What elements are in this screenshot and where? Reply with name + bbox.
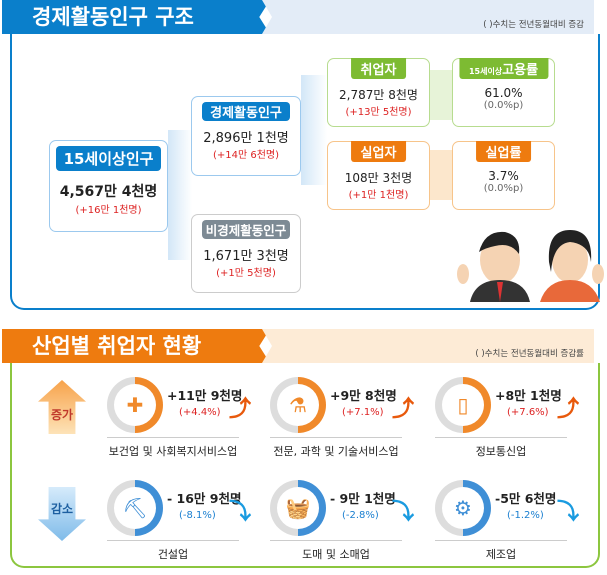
- characters-illustration: [457, 230, 604, 302]
- industry-value: - 9만 1천명: [330, 491, 396, 506]
- pop15-change: (+16만 1천명): [75, 205, 142, 216]
- active-change: (+14만 6천명): [212, 150, 280, 161]
- industry-name: 제조업: [485, 548, 517, 561]
- industry-donut: ✚: [107, 377, 163, 433]
- divider: [107, 437, 239, 438]
- inactive-label: 비경제활동인구: [201, 220, 291, 239]
- industry-donut: ⛏: [107, 480, 163, 536]
- industry-value: +11만 9천명: [167, 388, 243, 403]
- industry-name: 전문, 과학 및 기술서비스업: [273, 445, 399, 458]
- industry-rate: (+7.1%): [342, 407, 384, 418]
- structure-title: 경제활동인구 구조: [2, 0, 270, 34]
- employed-box: 취업자 2,787만 8천명 (+13만 5천명): [327, 58, 430, 127]
- trend-down-icon: ⤵: [557, 500, 580, 525]
- emp-rate-value: 61.0%: [484, 86, 523, 100]
- industry-name: 건설업: [157, 548, 189, 561]
- industry-title: 산업별 취업자 현황: [2, 329, 270, 363]
- trend-down-icon: ⤵: [392, 500, 415, 525]
- active-value: 2,896만 1천명: [203, 131, 289, 146]
- unemployed-box: 실업자 108만 3천명 (+1만 1천명): [327, 141, 430, 210]
- unemployed-value: 108만 3천명: [344, 171, 413, 185]
- unemployed-label: 실업자: [350, 141, 407, 162]
- trend-up-icon: ⤴: [229, 397, 252, 422]
- structure-note: ( )수치는 전년동월대비 증감: [262, 0, 594, 34]
- unemployed-change: (+1만 1천명): [348, 190, 409, 201]
- emp-rate-text: 고용률: [502, 63, 539, 78]
- inactive-change: (+1만 5천명): [216, 268, 276, 279]
- industry-rate: (-1.2%): [507, 510, 544, 521]
- industry-value: +8만 1천명: [495, 388, 562, 403]
- phone-icon: ▯: [442, 384, 484, 426]
- industry-name: 정보통신업: [475, 445, 527, 458]
- divider: [270, 540, 402, 541]
- employed-change: (+13만 5천명): [345, 107, 412, 118]
- excavator-icon: ⛏: [114, 487, 156, 529]
- industry-donut: ▯: [435, 377, 491, 433]
- pop15-value: 4,567만 4천명: [59, 184, 158, 200]
- inactive-box: 비경제활동인구 1,671만 3천명 (+1만 5천명): [191, 214, 301, 293]
- industry-rate: (-2.8%): [342, 510, 379, 521]
- divider: [435, 437, 567, 438]
- industry-donut: 🧺: [270, 480, 326, 536]
- divider: [270, 437, 402, 438]
- industry-frame: [10, 363, 600, 568]
- flask-icon: ⚗: [277, 384, 319, 426]
- industry-value: - 16만 9천명: [167, 491, 242, 506]
- industry-name: 도매 및 소매업: [302, 548, 370, 561]
- industry-rate: (+7.6%): [507, 407, 549, 418]
- employed-label: 취업자: [350, 58, 407, 79]
- unemp-rate-change: (0.0%p): [483, 183, 524, 194]
- trend-up-icon: ⤴: [557, 397, 580, 422]
- gears-icon: ⚙: [442, 487, 484, 529]
- structure-frame: [10, 34, 600, 310]
- emp-rate-label: 15세이상고용률: [458, 58, 549, 79]
- pop15-box: 15세이상인구 4,567만 4천명 (+16만 1천명): [49, 140, 168, 232]
- industry-rate: (-8.1%): [179, 510, 216, 521]
- connector: [430, 150, 452, 200]
- employed-value: 2,787만 8천명: [339, 88, 418, 102]
- trend-down-icon: ⤵: [229, 500, 252, 525]
- trend-up-icon: ⤴: [392, 397, 415, 422]
- industry-note: ( )수치는 전년동월대비 증감률: [262, 329, 594, 363]
- unemp-rate-value: 3.7%: [488, 169, 519, 183]
- active-label: 경제활동인구: [202, 102, 290, 121]
- divider: [107, 540, 239, 541]
- basket-icon: 🧺: [277, 487, 319, 529]
- industry-name: 보건업 및 사회복지서비스업: [108, 445, 238, 458]
- connector: [168, 130, 192, 260]
- increase-label: 증가: [50, 407, 74, 422]
- emp-rate-box: 15세이상고용률 61.0% (0.0%p): [452, 58, 555, 127]
- connector: [301, 75, 327, 185]
- connector: [430, 70, 452, 120]
- medical-kit-icon: ✚: [114, 384, 156, 426]
- pop15-label: 15세이상인구: [55, 146, 162, 171]
- decrease-label: 감소: [50, 501, 74, 516]
- industry-value: +9만 8천명: [330, 388, 397, 403]
- divider: [435, 540, 567, 541]
- unemp-rate-label: 실업률: [475, 141, 532, 162]
- active-box: 경제활동인구 2,896만 1천명 (+14만 6천명): [191, 96, 301, 176]
- unemp-rate-box: 실업률 3.7% (0.0%p): [452, 141, 555, 210]
- industry-donut: ⚗: [270, 377, 326, 433]
- industry-donut: ⚙: [435, 480, 491, 536]
- industry-value: -5만 6천명: [495, 491, 557, 506]
- industry-rate: (+4.4%): [179, 407, 221, 418]
- emp-rate-change: (0.0%p): [483, 100, 524, 111]
- inactive-value: 1,671만 3천명: [203, 249, 289, 264]
- emp-rate-prefix: 15세이상: [468, 67, 503, 76]
